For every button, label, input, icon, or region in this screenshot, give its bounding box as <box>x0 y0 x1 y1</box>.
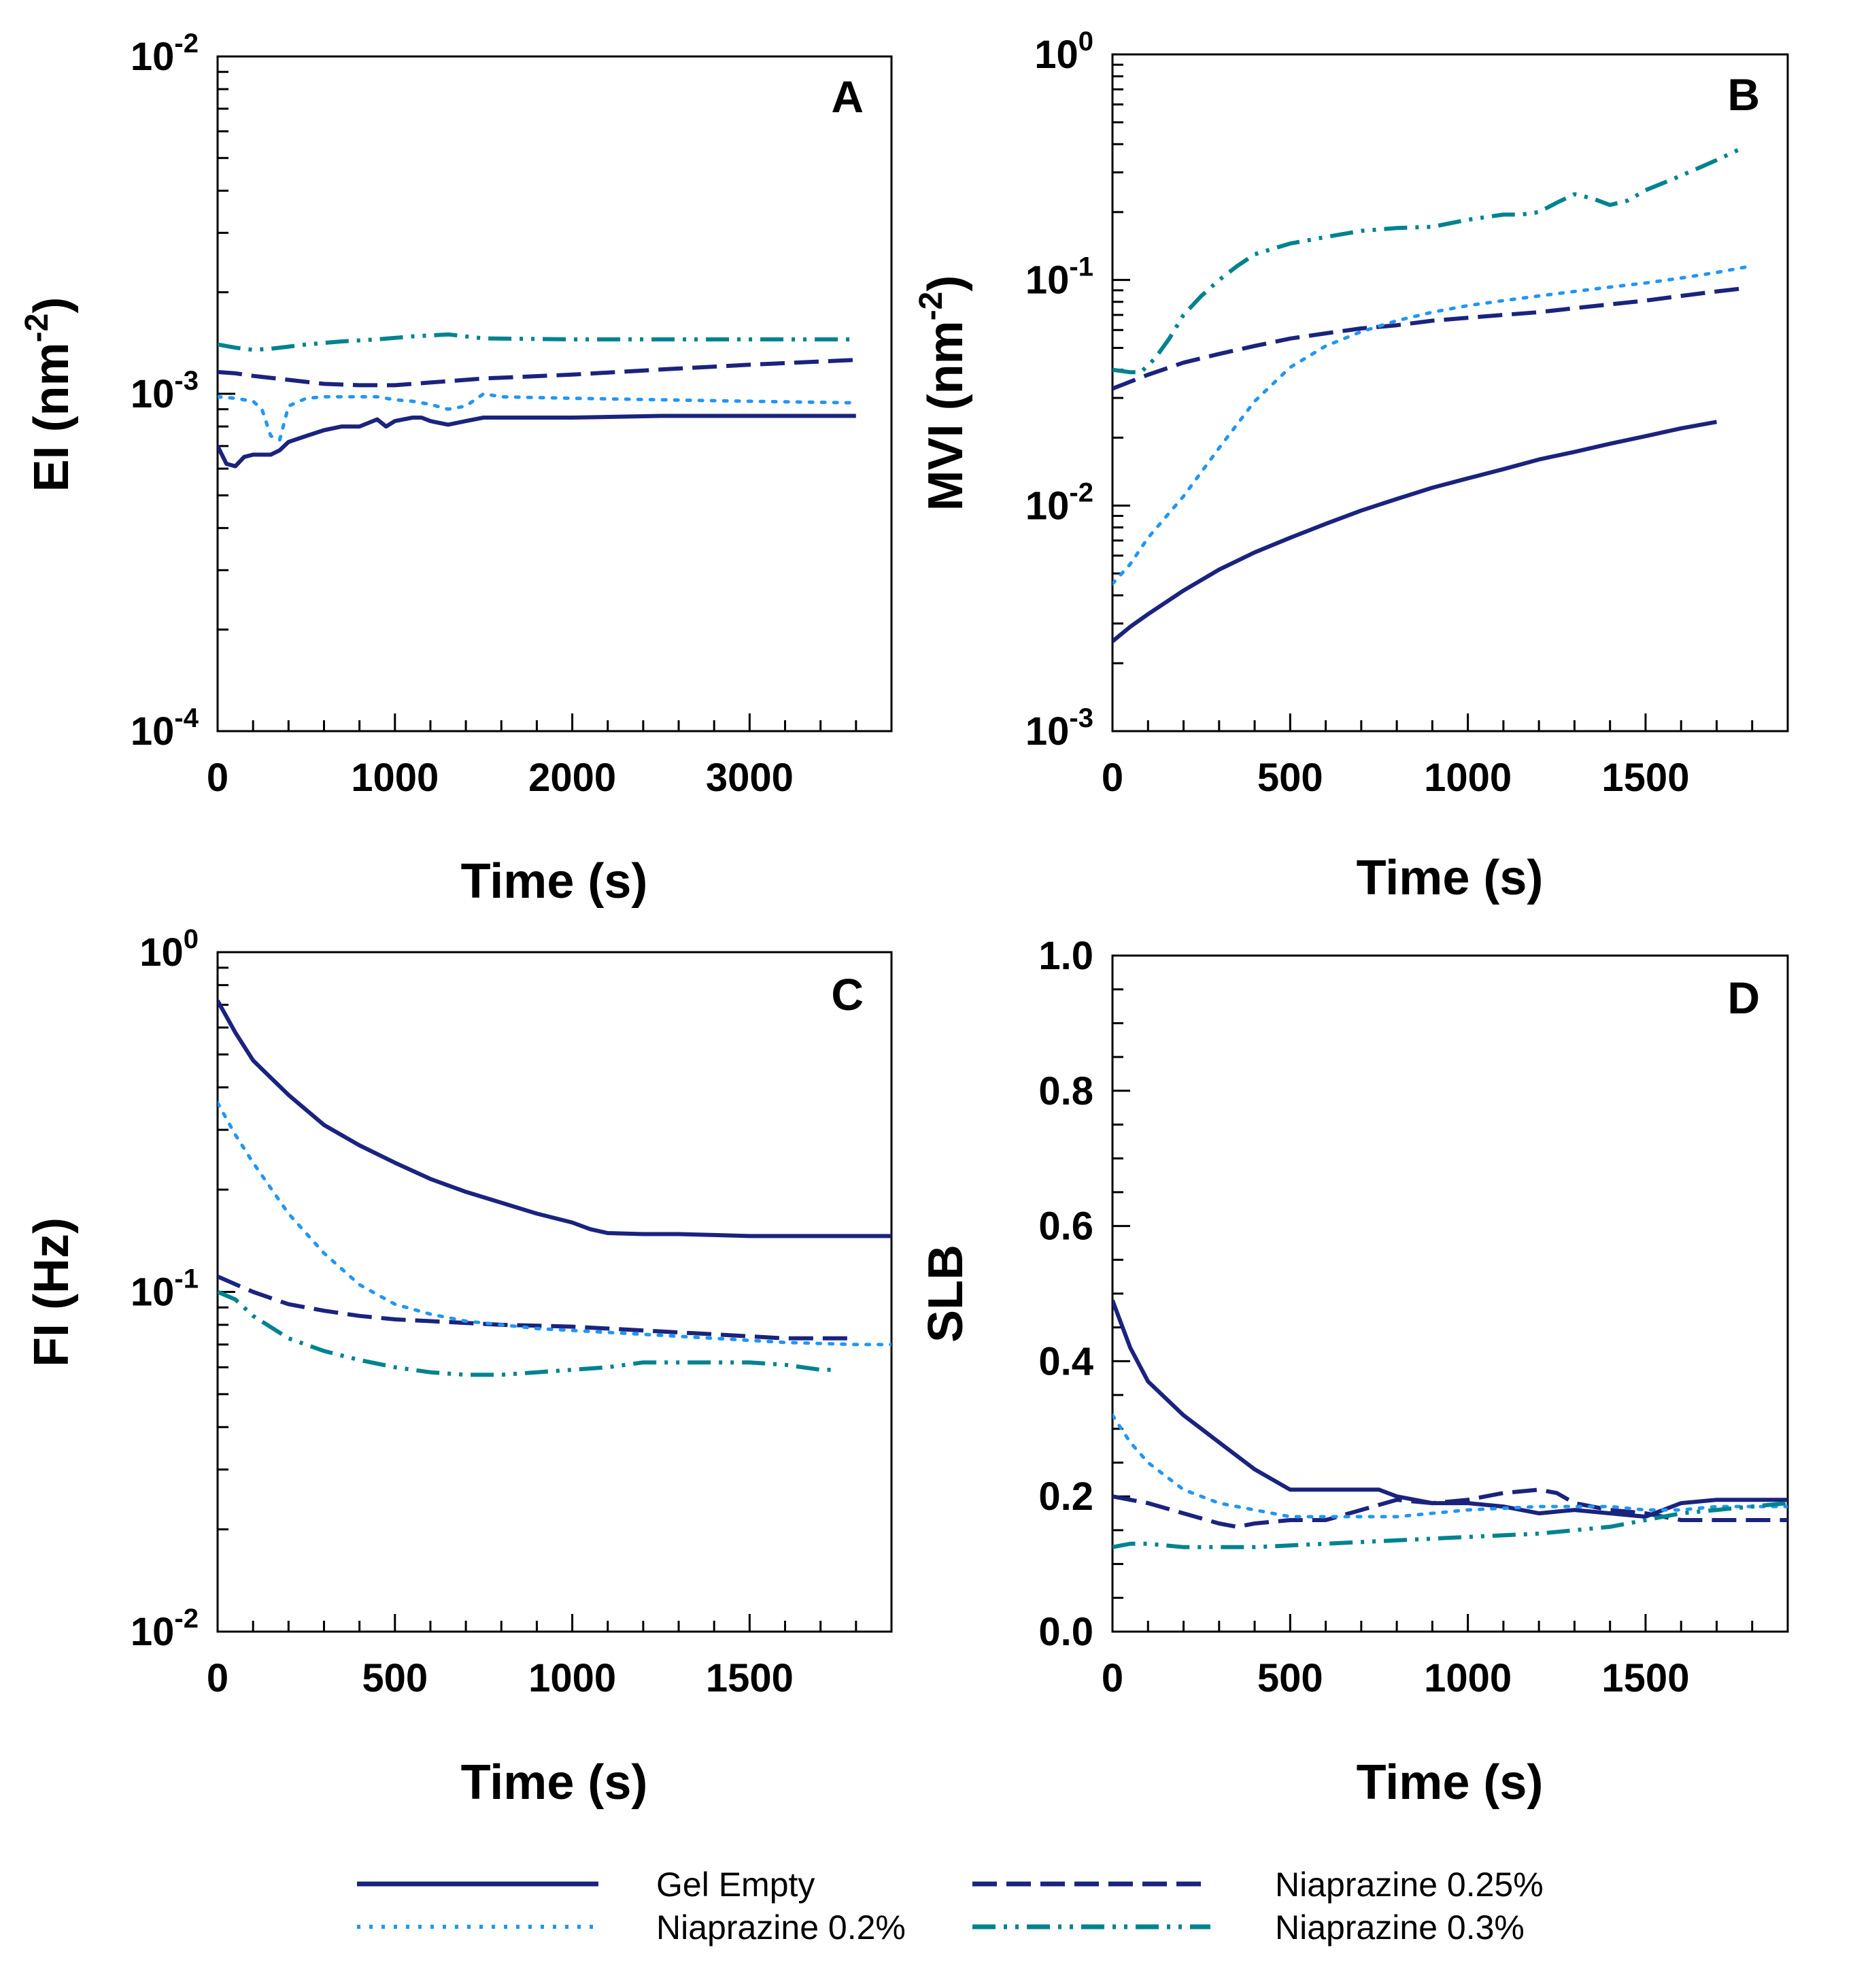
panel-letter: D <box>1727 973 1760 1023</box>
series-line-niaprazine-0-25 <box>1112 1487 1788 1529</box>
series-line-niaprazine-0-25 <box>218 1275 856 1341</box>
y-tick-label: 10-2 <box>131 1604 199 1654</box>
y-tick-label: 10-1 <box>131 1264 199 1315</box>
y-tick-label: 10-3 <box>131 366 199 416</box>
panel-letter: B <box>1727 69 1760 120</box>
y-tick-label: 10-3 <box>1025 703 1093 754</box>
legend-label-gel-empty: Gel Empty <box>656 1866 815 1904</box>
legend-label-niaprazine-0-3: Niaprazine 0.3% <box>1275 1908 1525 1947</box>
x-tick-label: 1000 <box>1424 756 1512 800</box>
y-axis-title: SLB <box>919 1245 973 1343</box>
series-line-gel-empty <box>218 414 856 469</box>
series-group <box>218 332 858 469</box>
x-tick-label: 0 <box>1102 1656 1123 1700</box>
y-tick-label: 10-1 <box>1025 252 1093 303</box>
legend-label-niaprazine-0-25: Niaprazine 0.25% <box>1275 1866 1544 1904</box>
series-line-niaprazine-0-2 <box>1112 1413 1788 1519</box>
series-line-niaprazine-0-3 <box>218 332 856 352</box>
x-tick-label: 1000 <box>528 1656 616 1700</box>
x-tick-label: 0 <box>207 1656 228 1700</box>
x-tick-label: 1500 <box>706 1656 794 1700</box>
y-tick-label: 10-2 <box>1025 477 1093 528</box>
series-line-niaprazine-0-25 <box>1112 286 1746 391</box>
series-line-niaprazine-0-25 <box>218 358 856 388</box>
panel-d: 0 500 1000 1500 0.0 0.2 0.4 0.6 0.8 1.0 D Time (s) S… <box>919 934 1789 1810</box>
panel-letter: A <box>831 71 864 122</box>
plot-frame <box>1111 53 1789 732</box>
x-tick-label: 500 <box>1257 1656 1323 1700</box>
y-tick-label: 100 <box>139 924 199 975</box>
series-line-niaprazine-0-3 <box>1112 144 1746 375</box>
x-tick-label: 3000 <box>706 756 794 800</box>
series-group <box>1112 1299 1788 1549</box>
y-tick-label: 1.0 <box>1038 934 1093 978</box>
legend-label-niaprazine-0-2: Niaprazine 0.2% <box>656 1908 906 1947</box>
y-tick-label: 0.8 <box>1038 1069 1093 1113</box>
y-axis-title: EI (nm-2) <box>19 297 79 492</box>
x-tick-label: 1000 <box>1424 1656 1512 1700</box>
x-axis-title: Time (s) <box>461 854 648 909</box>
y-axis-title: FI (Hz) <box>24 1217 79 1367</box>
x-tick-label: 0 <box>207 756 228 800</box>
series-line-niaprazine-0-3 <box>1112 1501 1788 1549</box>
panel-letter: C <box>831 969 864 1020</box>
y-tick-label: 10-4 <box>131 703 199 754</box>
y-tick-label: 0.6 <box>1038 1204 1093 1249</box>
series-line-niaprazine-0-3 <box>218 1290 838 1377</box>
x-tick-label: 500 <box>1257 756 1323 800</box>
series-line-gel-empty <box>218 999 891 1239</box>
panel-a: 0 1000 2000 3000 10-4 10-3 10-2 A Time (s) EI (nm… <box>19 29 893 909</box>
y-tick-label: 0.4 <box>1038 1339 1093 1383</box>
y-tick-label: 10-2 <box>131 29 199 79</box>
x-tick-label: 500 <box>362 1656 428 1700</box>
y-axis-title: MVI (nm-2) <box>913 275 973 511</box>
series-group <box>218 999 891 1377</box>
x-axis-title: Time (s) <box>461 1755 648 1810</box>
panel-b: 0 500 1000 1500 10-3 10-2 10-1 100 B Time (s) MVI … <box>913 27 1789 905</box>
x-tick-label: 1500 <box>1601 756 1689 800</box>
x-axis-title: Time (s) <box>1357 1755 1544 1810</box>
series-group <box>1112 144 1747 643</box>
series-line-niaprazine-0-2 <box>1112 265 1747 586</box>
x-tick-label: 1000 <box>351 756 439 800</box>
y-tick-label: 100 <box>1034 27 1093 77</box>
series-line-niaprazine-0-2 <box>218 1101 891 1347</box>
legend: Gel Empty Niaprazine 0.25% Niaprazine 0.… <box>357 1866 1544 1947</box>
series-line-niaprazine-0-2 <box>218 392 858 442</box>
series-line-gel-empty <box>1112 420 1718 643</box>
y-tick-label: 0.2 <box>1038 1475 1093 1519</box>
x-tick-label: 0 <box>1102 756 1123 800</box>
x-tick-label: 2000 <box>528 756 616 800</box>
panel-c: 0 500 1000 1500 10-2 10-1 100 C Time (s) FI (Hz) <box>24 924 893 1810</box>
x-tick-label: 1500 <box>1601 1656 1689 1700</box>
y-tick-label: 0.0 <box>1038 1610 1093 1654</box>
x-axis-title: Time (s) <box>1357 851 1544 905</box>
